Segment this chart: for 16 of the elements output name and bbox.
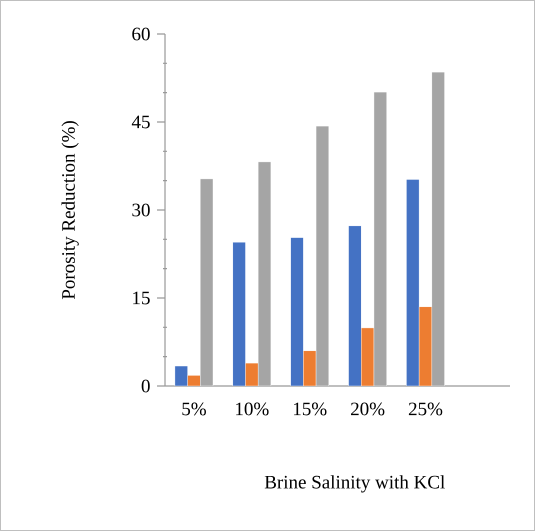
x-tick-label: 15% [294,402,326,416]
x-axis-title: Brine Salinity with KCl [264,475,445,492]
y-tick-label: 0 [142,380,150,392]
bar [303,350,316,386]
y-tick-label: 60 [132,28,150,40]
bar [361,328,374,386]
x-tick-label: 10% [236,402,269,416]
x-tick-label: 25% [408,402,442,416]
x-tick-label: 20% [351,402,384,416]
bar [418,306,432,386]
x-tick-label: 5% [182,402,206,416]
y-axis-title: Porosity Reduction (%) [61,121,79,300]
y-tick-label: 30 [132,204,150,216]
y-tick-label: 45 [132,116,150,128]
y-tick-label: 15 [133,292,150,304]
bar [245,362,258,386]
